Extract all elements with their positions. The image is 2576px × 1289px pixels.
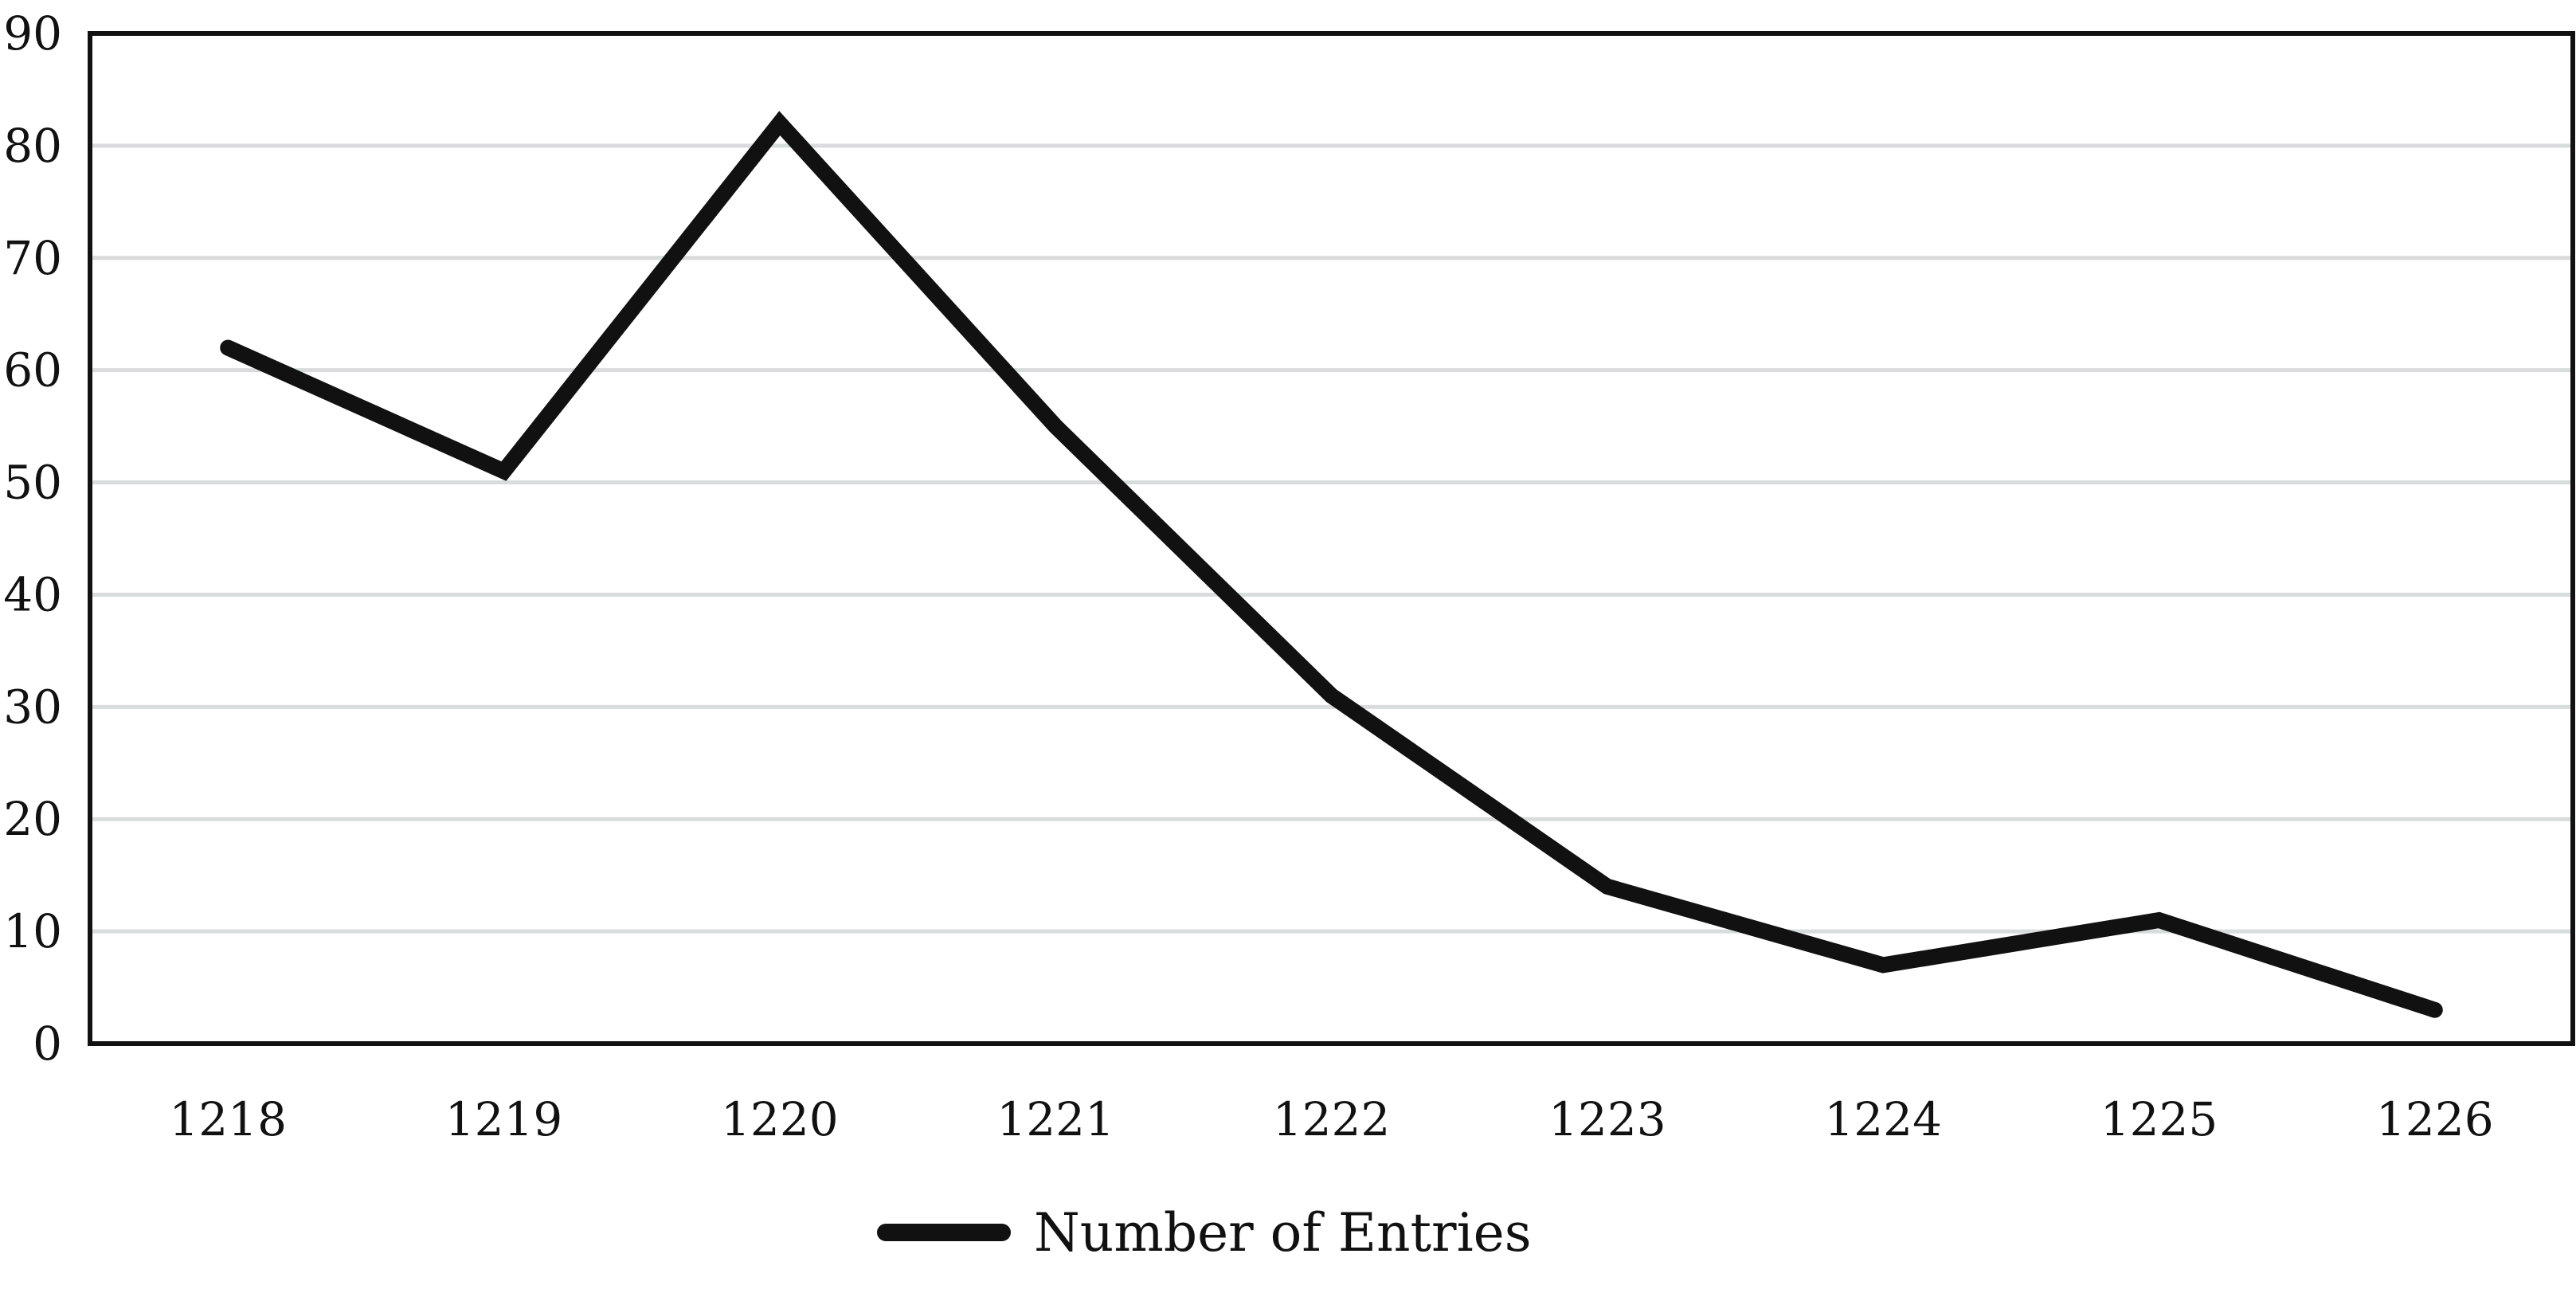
x-tick-label: 1221	[996, 1092, 1114, 1146]
x-tick-label: 1222	[1273, 1092, 1391, 1146]
y-tick-label: 40	[3, 567, 62, 621]
y-tick-label: 0	[33, 1017, 62, 1071]
data-point	[1055, 425, 1057, 428]
x-tick-label: 1225	[2100, 1092, 2218, 1146]
data-point	[1330, 695, 1333, 697]
data-point	[227, 347, 229, 349]
y-tick-label: 80	[3, 119, 62, 173]
y-tick-label: 50	[3, 456, 62, 510]
legend-label-number-of-entries: Number of Entries	[1034, 1202, 1532, 1264]
y-tick-label: 70	[3, 231, 62, 285]
data-point	[1606, 885, 1608, 887]
x-tick-label: 1219	[445, 1092, 563, 1146]
x-tick-label: 1224	[1824, 1092, 1942, 1146]
plot-frame	[88, 31, 2575, 1046]
grid-lines	[90, 143, 2573, 934]
x-tick-label: 1226	[2376, 1092, 2494, 1146]
y-tick-label: 30	[3, 680, 62, 734]
y-axis-tick-labels: 0 10 20 30 40 50 60 70 80 90	[3, 6, 62, 1071]
x-tick-label: 1223	[1548, 1092, 1666, 1146]
x-axis-tick-labels: 1218 1219 1220 1221 1222 1223 1224 1225 1226	[169, 1092, 2493, 1146]
x-tick-label: 1218	[169, 1092, 287, 1146]
y-tick-label: 60	[3, 343, 62, 398]
legend: Number of Entries	[877, 1202, 1532, 1264]
y-tick-label: 20	[3, 792, 62, 846]
data-point	[778, 122, 781, 124]
series-layer	[220, 111, 2443, 1018]
data-point	[2158, 919, 2160, 922]
y-tick-label: 10	[3, 904, 62, 958]
data-point	[1882, 964, 1885, 966]
y-tick-label: 90	[3, 6, 62, 61]
data-point	[2433, 1009, 2436, 1011]
data-point	[503, 470, 505, 472]
x-tick-label: 1220	[721, 1092, 839, 1146]
